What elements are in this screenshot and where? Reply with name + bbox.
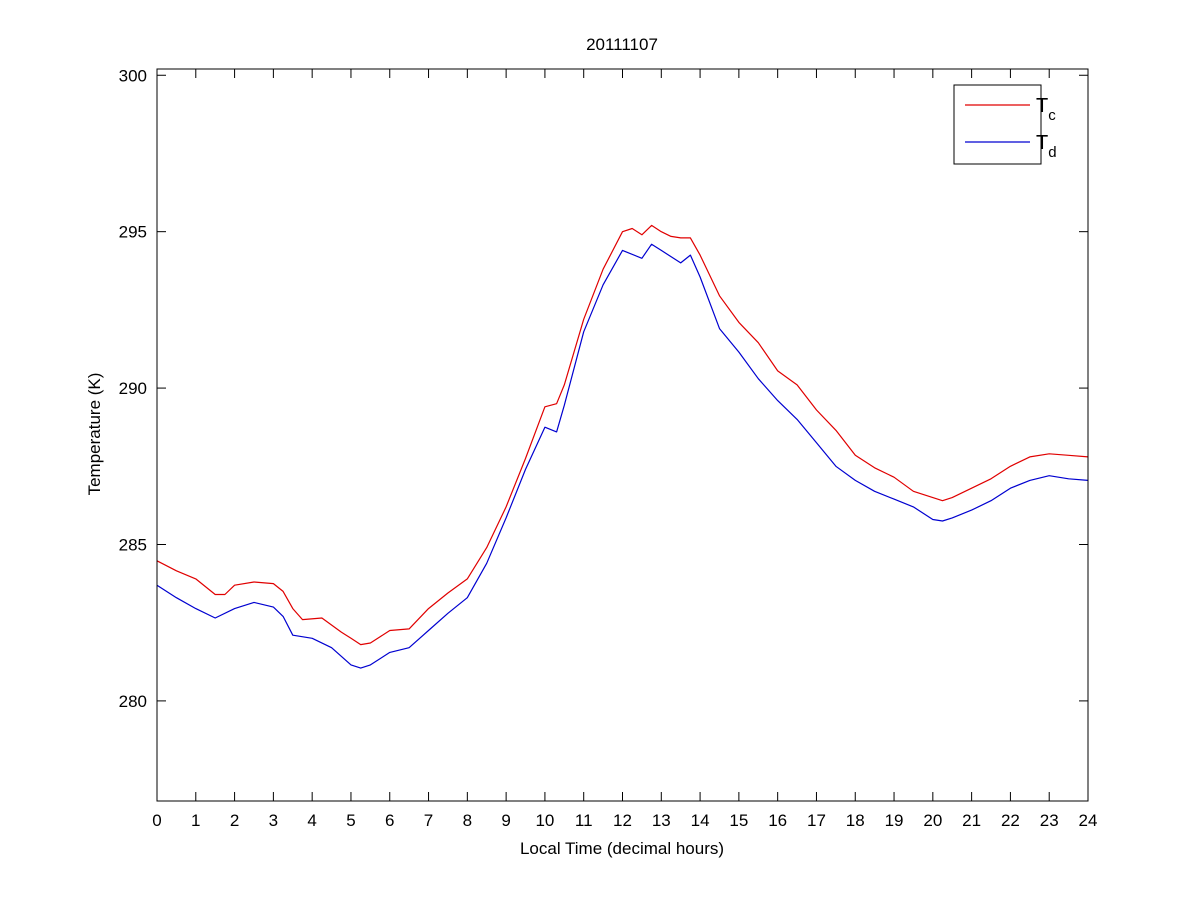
series-line-Tc — [156, 224, 1089, 646]
x-tick-label: 14 — [691, 811, 710, 830]
legend-label-subscript: c — [1048, 107, 1056, 124]
x-tick-label: 13 — [652, 811, 671, 830]
x-tick-label: 11 — [575, 811, 593, 830]
legend-box — [953, 84, 1042, 165]
legend-label: Tc — [1036, 95, 1056, 124]
x-tick-label: 12 — [613, 811, 632, 830]
x-tick-label: 9 — [501, 811, 510, 830]
x-tick-label: 23 — [1040, 811, 1059, 830]
series-line-Td — [156, 243, 1089, 669]
y-tick-label: 285 — [119, 535, 147, 554]
legend-label-subscript: d — [1048, 144, 1056, 161]
y-axis-label: Temperature (K) — [85, 373, 104, 496]
chart-title: 20111107 — [586, 35, 658, 54]
x-tick-label: 20 — [923, 811, 942, 830]
x-tick-label: 10 — [535, 811, 554, 830]
x-tick-label: 17 — [807, 811, 826, 830]
x-tick-label: 19 — [885, 811, 904, 830]
series-lines — [156, 224, 1089, 669]
x-tick-label: 0 — [152, 811, 161, 830]
x-tick-label: 15 — [729, 811, 748, 830]
x-tick-label: 8 — [463, 811, 472, 830]
x-tick-label: 2 — [230, 811, 239, 830]
y-tick-label: 295 — [119, 223, 147, 242]
y-tick-label: 290 — [119, 379, 147, 398]
y-tick-label: 300 — [119, 66, 147, 85]
x-tick-label: 24 — [1079, 811, 1098, 830]
legend-label-main: T — [1036, 132, 1048, 154]
legend-label: Td — [1036, 132, 1057, 161]
x-tick-label: 18 — [846, 811, 865, 830]
legend-label-main: T — [1036, 95, 1048, 117]
x-axis-label: Local Time (decimal hours) — [520, 839, 724, 858]
x-tick-label: 1 — [191, 811, 200, 830]
x-tick-label: 21 — [962, 811, 981, 830]
x-tick-label: 3 — [269, 811, 278, 830]
x-tick-label: 6 — [385, 811, 394, 830]
x-tick-label: 22 — [1001, 811, 1020, 830]
y-tick-label: 280 — [119, 692, 147, 711]
x-tick-label: 16 — [768, 811, 787, 830]
axis-ticks: 0 1 2 3 4 5 6 7 8 9 10 11 12 13 14 15 16 17 18 19 20 21 22 23 24… — [119, 66, 1098, 830]
plot-frame — [156, 68, 1089, 802]
x-tick-label: 7 — [424, 811, 433, 830]
x-tick-label: 4 — [307, 811, 316, 830]
x-tick-label: 5 — [346, 811, 355, 830]
